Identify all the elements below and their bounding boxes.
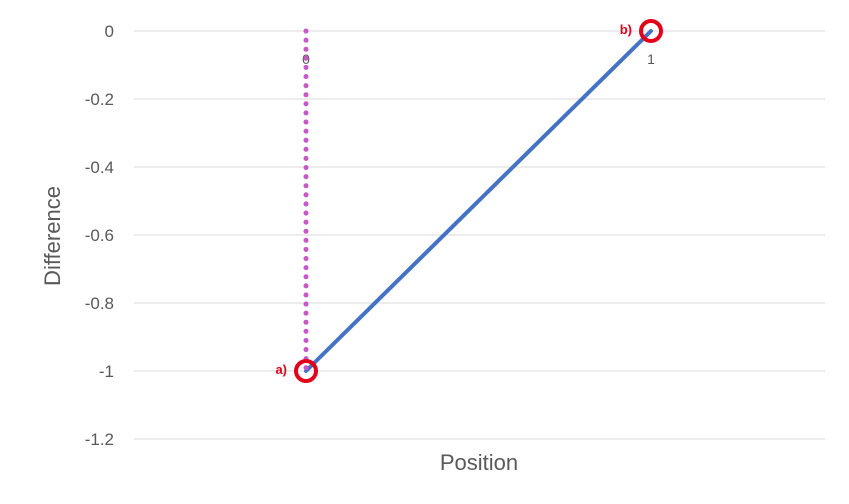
x-axis-title: Position <box>440 450 518 475</box>
y-tick-label: -0.4 <box>85 158 114 177</box>
solid-series-line <box>304 29 653 373</box>
y-tick-label: -1 <box>99 362 114 381</box>
x-tick-label: 1 <box>647 51 655 67</box>
y-tick-label: 0 <box>105 22 114 41</box>
y-tick-label: -0.8 <box>85 294 114 313</box>
annotation-circle-marker <box>294 359 318 383</box>
series-layer <box>303 28 653 374</box>
y-tick-label: -0.2 <box>85 90 114 109</box>
annotation-label: b) <box>620 22 632 37</box>
y-tick-label: -1.2 <box>85 430 114 449</box>
y-tick-labels: 0 -0.2 -0.4 -0.6 -0.8 -1 -1.2 <box>85 22 114 449</box>
annotation-circle-marker <box>639 19 663 43</box>
y-axis-title: Difference <box>40 186 65 286</box>
gridlines <box>134 30 825 440</box>
annotation-label: a) <box>275 362 287 377</box>
annotations: a) b) <box>275 19 663 383</box>
y-tick-label: -0.6 <box>85 226 114 245</box>
